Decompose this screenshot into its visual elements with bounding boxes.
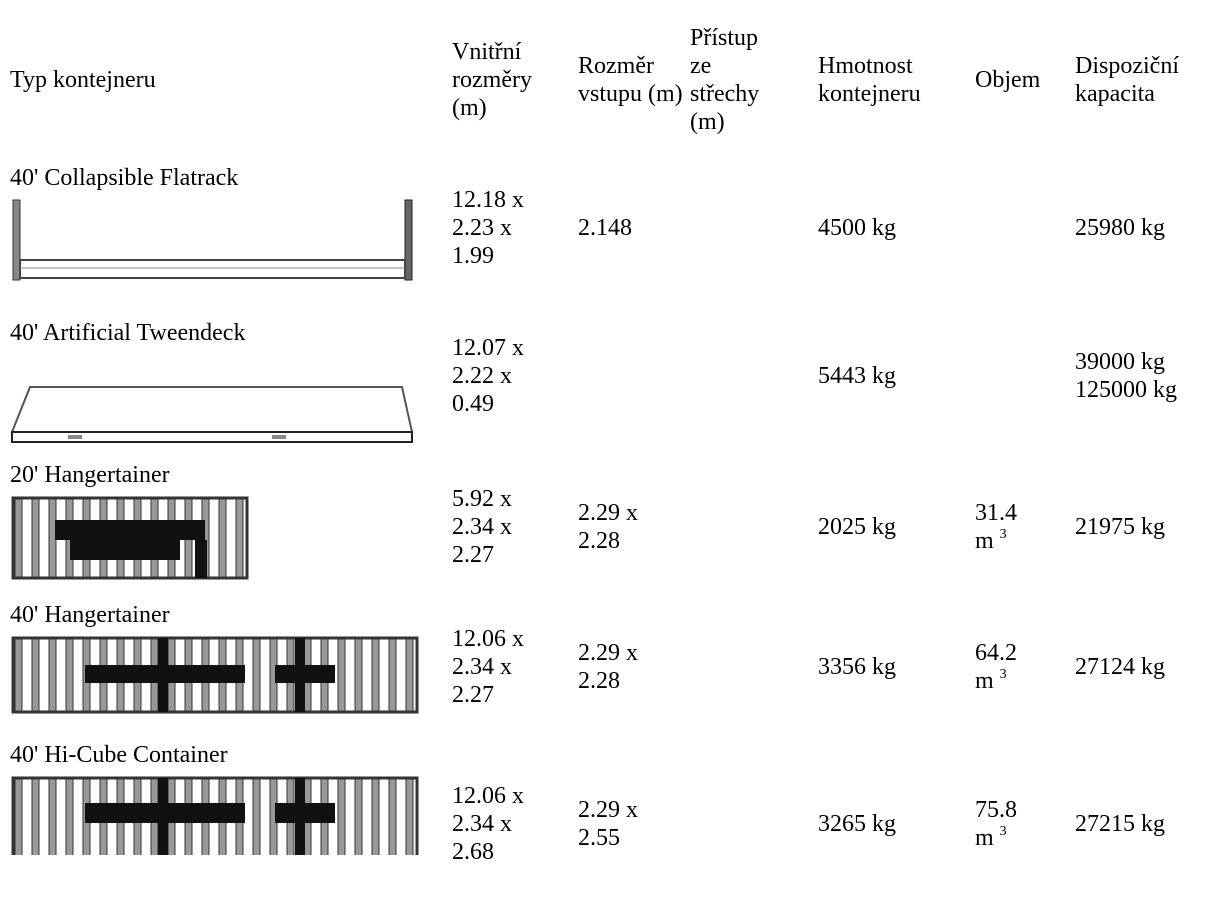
cell: 3356 kg	[818, 597, 975, 737]
flatrack-image	[12, 199, 413, 281]
row: 20' Hangertainer 5.92 x 2.34 x 2.27 2.29…	[0, 457, 1230, 597]
header-row: Typ kontejneru Vnitřní rozměry (m) Rozmě…	[0, 0, 1230, 160]
dims: 12.06 x 2.34 x 2.27	[452, 626, 524, 708]
weight: 3356 kg	[818, 654, 896, 680]
entry: 2.29 x 2.28	[578, 500, 638, 554]
cell: 2.29 x 2.28	[578, 597, 690, 737]
type-cell: 20' Hangertainer	[0, 457, 452, 597]
header-text: Přístup ze střechy (m)	[690, 25, 760, 135]
type-cell: 40' Collapsible Flatrack	[0, 160, 452, 295]
type-cell: 40' Hangertainer	[0, 597, 452, 737]
hicube-image	[11, 776, 419, 855]
volume-exp: 3	[999, 527, 1007, 542]
type: 40' Collapsible Flatrack	[10, 165, 239, 191]
volume-unit: m	[975, 528, 994, 554]
row: 40' Collapsible Flatrack 12.18 x 2.23 x …	[0, 160, 1230, 295]
capacity: 125000 kg	[1075, 377, 1177, 403]
row: 40' Artificial Tweendeck 12.07 x 2.22 x …	[0, 295, 1230, 457]
hangertainer-image	[11, 636, 419, 714]
cell: 21975 kg	[1075, 457, 1230, 597]
dims: 5.92 x 2.34 x 2.27	[452, 486, 512, 568]
volume-unit: m	[975, 824, 994, 851]
type: 40' Artificial Tweendeck	[10, 320, 246, 346]
hangertainer-image	[11, 496, 249, 580]
dims: 12.06 x 2.34 x 2.68	[452, 782, 524, 865]
tweendeck-image	[10, 386, 414, 443]
cell: 12.07 x 2.22 x 0.49	[452, 295, 578, 457]
volume: 31.4	[975, 500, 1017, 526]
entry: 2.29 x 2.28	[578, 640, 638, 694]
cell: 3265 kg	[818, 737, 975, 910]
cell: 5443 kg	[818, 295, 975, 457]
cell: 39000 kg 125000 kg	[1075, 295, 1230, 457]
cell: 2.29 x 2.28	[578, 457, 690, 597]
header-text: Vnitřní rozměry (m)	[452, 39, 532, 121]
capacity: 27124 kg	[1075, 654, 1165, 680]
volume-exp: 3	[999, 823, 1007, 839]
header-cell: Přístup ze střechy (m)	[690, 0, 818, 160]
header-cell: Hmotnost kontejneru	[818, 0, 975, 160]
entry: 2.148	[578, 214, 632, 241]
type: 40' Hi-Cube Container	[10, 742, 228, 768]
cell: 5.92 x 2.34 x 2.27	[452, 457, 578, 597]
row: 40' Hi-Cube Container 12.06 x 2.34 x 2.6…	[0, 737, 1230, 910]
type: 20' Hangertainer	[10, 462, 170, 488]
dims: 12.18 x 2.23 x 1.99	[452, 186, 524, 269]
header-text: Dispoziční kapacita	[1075, 53, 1179, 107]
cell: 2025 kg	[818, 457, 975, 597]
type-cell: 40' Hi-Cube Container	[0, 737, 452, 910]
capacity: 21975 kg	[1075, 514, 1165, 540]
header-text: Objem	[975, 67, 1041, 93]
type: 40' Hangertainer	[10, 602, 170, 628]
header-text: Typ kontejneru	[10, 67, 156, 93]
header-cell: Dispoziční kapacita	[1075, 0, 1230, 160]
type-cell: 40' Artificial Tweendeck	[0, 295, 452, 457]
weight: 2025 kg	[818, 514, 896, 540]
cell: 4500 kg	[818, 160, 975, 295]
header-text: Rozměr vstupu (m)	[578, 53, 683, 107]
cell: 12.18 x 2.23 x 1.99	[452, 160, 578, 295]
capacity: 25980 kg	[1075, 214, 1165, 241]
cell: 31.4 m 3	[975, 457, 1075, 597]
header-cell: Typ kontejneru	[0, 0, 452, 160]
weight: 3265 kg	[818, 810, 896, 837]
cell: 75.8 m 3	[975, 737, 1075, 910]
volume-exp: 3	[999, 667, 1007, 682]
header-cell: Vnitřní rozměry (m)	[452, 0, 578, 160]
header-cell: Objem	[975, 0, 1075, 160]
entry: 2.29 x 2.55	[578, 796, 638, 851]
cell: 27124 kg	[1075, 597, 1230, 737]
header-text: Hmotnost kontejneru	[818, 53, 921, 107]
header-cell: Rozměr vstupu (m)	[578, 0, 690, 160]
cell: 64.2 m 3	[975, 597, 1075, 737]
cell: 25980 kg	[1075, 160, 1230, 295]
cell: 2.29 x 2.55	[578, 737, 690, 910]
weight: 5443 kg	[818, 363, 896, 389]
dims: 12.07 x 2.22 x 0.49	[452, 335, 524, 417]
capacity: 39000 kg	[1075, 349, 1165, 375]
row: 40' Hangertainer 12.06 x 2.34 x 2.27 2.2…	[0, 597, 1230, 737]
cell: 12.06 x 2.34 x 2.68	[452, 737, 578, 910]
cell: 2.148	[578, 160, 690, 295]
capacity: 27215 kg	[1075, 810, 1165, 837]
volume-unit: m	[975, 668, 994, 694]
cell: 27215 kg	[1075, 737, 1230, 910]
volume: 75.8	[975, 796, 1017, 823]
volume: 64.2	[975, 640, 1017, 666]
cell: 12.06 x 2.34 x 2.27	[452, 597, 578, 737]
weight: 4500 kg	[818, 214, 896, 241]
